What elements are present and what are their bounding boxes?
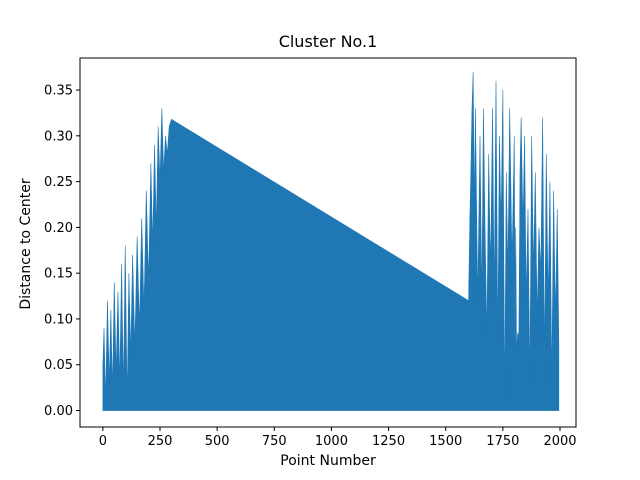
axes-layer: 0 250 500 750 1000 1250 1500 1750 2000 0.00 0.05 0.… xyxy=(44,57,577,449)
plot-frame xyxy=(79,57,577,428)
y-tick-label: 0.15 xyxy=(44,267,73,282)
y-tick-label: 0.05 xyxy=(44,358,73,373)
chart-title: Cluster No.1 xyxy=(278,32,378,51)
x-tick-label: 2000 xyxy=(543,434,576,449)
x-tick-label: 1000 xyxy=(315,434,348,449)
x-tick-label: 1500 xyxy=(429,434,462,449)
x-tick-label: 1750 xyxy=(486,434,519,449)
x-tick-label: 500 xyxy=(205,434,230,449)
y-tick-label: 0.00 xyxy=(44,404,73,419)
y-tick-label: 0.20 xyxy=(44,221,73,236)
x-axis-label: Point Number xyxy=(280,453,376,469)
y-axis-label: Distance to Center xyxy=(18,178,34,310)
y-tick-label: 0.35 xyxy=(44,84,73,99)
y-tick-label: 0.25 xyxy=(44,175,73,190)
y-tick-label: 0.30 xyxy=(44,129,73,144)
area-series-layer xyxy=(102,71,560,411)
x-tick-label: 1250 xyxy=(372,434,405,449)
x-tick-label: 750 xyxy=(262,434,287,449)
x-tick-label: 0 xyxy=(99,434,107,449)
y-tick-label: 0.10 xyxy=(44,312,73,327)
x-tick-label: 250 xyxy=(148,434,173,449)
area-series-0 xyxy=(102,71,560,411)
